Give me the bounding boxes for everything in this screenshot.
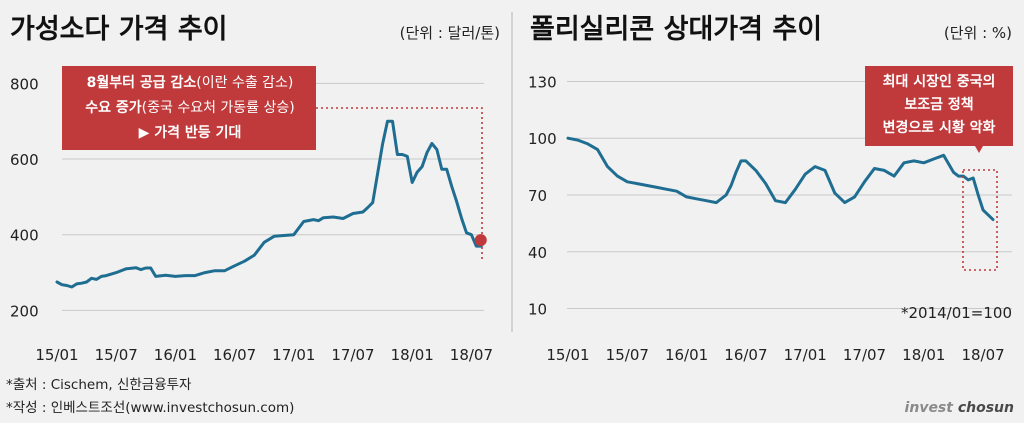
- callout-box: 8월부터 공급 감소(이란 수출 감소) 수요 증가(중국 수요처 가동률 상승…: [62, 66, 316, 150]
- series-layer: [55, 119, 487, 289]
- x-tick-label: 18/07: [961, 346, 1004, 364]
- x-tick-label: 18/01: [902, 346, 945, 364]
- x-tick-label: 16/01: [154, 346, 197, 364]
- callout-line-2-bold: 수요 증가: [85, 100, 142, 116]
- callout-background: [62, 66, 316, 150]
- x-tick-label: 15/07: [95, 346, 138, 364]
- callout-pointer: [975, 146, 983, 153]
- callout-line-3: 변경으로 시황 악화: [883, 119, 996, 136]
- x-tick-label: 16/01: [665, 346, 708, 364]
- highlight-box: [962, 169, 998, 271]
- y-tick-label: 200: [10, 302, 39, 320]
- series-layer: [566, 136, 995, 222]
- author-note: *작성 : 인베스트조선(www.investchosun.com): [6, 400, 294, 416]
- x-tick-label: 17/07: [331, 346, 374, 364]
- callout-line-1-rest: (이란 수출 감소): [196, 75, 293, 91]
- series-line: [566, 136, 995, 222]
- brand-logo: invest chosun: [905, 400, 1014, 416]
- end-marker: [474, 234, 487, 247]
- callout-background: [865, 66, 1013, 146]
- x-tick-label: 17/07: [843, 346, 886, 364]
- callout-line-2-rest: (중국 수요처 가동률 상승): [142, 100, 295, 116]
- chart-title: 폴리실리콘 상대가격 추이: [530, 14, 822, 45]
- callout-line-2: 수요 증가(중국 수요처 가동률 상승): [85, 100, 294, 116]
- callout-connector: [316, 107, 483, 262]
- y-tick-label: 100: [528, 130, 557, 148]
- y-tick-label: 130: [528, 73, 557, 91]
- callout-box: 최대 시장인 중국의 보조금 정책 변경으로 시황 악화: [865, 66, 1013, 146]
- y-tick-label: 800: [10, 75, 39, 93]
- y-axis-ticks: 130 100 70 40 10: [528, 73, 557, 318]
- x-tick-label: 17/01: [272, 346, 315, 364]
- x-tick-label: 17/01: [784, 346, 827, 364]
- caustic-soda-chart: 가성소다 가격 추이 (단위 : 달러/톤) 800 600 400 200 15/0…: [10, 14, 500, 364]
- brand-part-1: invest: [905, 400, 958, 416]
- callout-line-1: 8월부터 공급 감소(이란 수출 감소): [87, 74, 294, 91]
- x-tick-label: 15/01: [546, 346, 589, 364]
- base-note: *2014/01=100: [901, 304, 1012, 322]
- x-tick-label: 16/07: [213, 346, 256, 364]
- x-tick-label: 15/01: [35, 346, 78, 364]
- x-tick-label: 16/07: [724, 346, 767, 364]
- y-tick-label: 10: [528, 301, 547, 319]
- gridlines: [567, 80, 1012, 310]
- callout-line-1: 최대 시장인 중국의: [883, 73, 996, 90]
- y-tick-label: 600: [10, 151, 39, 169]
- callout-line-3: ▶ 가격 반등 기대: [139, 124, 242, 141]
- y-axis-ticks: 800 600 400 200: [10, 75, 39, 320]
- x-tick-label: 18/01: [391, 346, 434, 364]
- brand-part-2: chosun: [958, 400, 1014, 416]
- series-line: [55, 119, 483, 289]
- y-tick-label: 70: [528, 187, 547, 205]
- source-note: *출처 : Cischem, 신한금융투자: [6, 377, 192, 393]
- x-tick-label: 15/07: [606, 346, 649, 364]
- polysilicon-chart: 폴리실리콘 상대가격 추이 (단위 : %) 130 100 70 40 10 15/0…: [528, 14, 1013, 364]
- unit-label: (단위 : 달러/톤): [400, 24, 500, 42]
- y-tick-label: 400: [10, 227, 39, 245]
- x-axis-ticks: 15/01 15/07 16/01 16/07 17/01 17/07 18/01 18/07: [546, 346, 1004, 364]
- y-tick-label: 40: [528, 244, 547, 262]
- x-tick-label: 18/07: [450, 346, 493, 364]
- chart-title: 가성소다 가격 추이: [10, 14, 228, 45]
- callout-line-2: 보조금 정책: [904, 96, 973, 113]
- callout-line-1-bold: 8월부터 공급 감소: [87, 74, 197, 91]
- unit-label: (단위 : %): [944, 24, 1012, 42]
- x-axis-ticks: 15/01 15/07 16/01 16/07 17/01 17/07 18/01 18/07: [35, 346, 493, 364]
